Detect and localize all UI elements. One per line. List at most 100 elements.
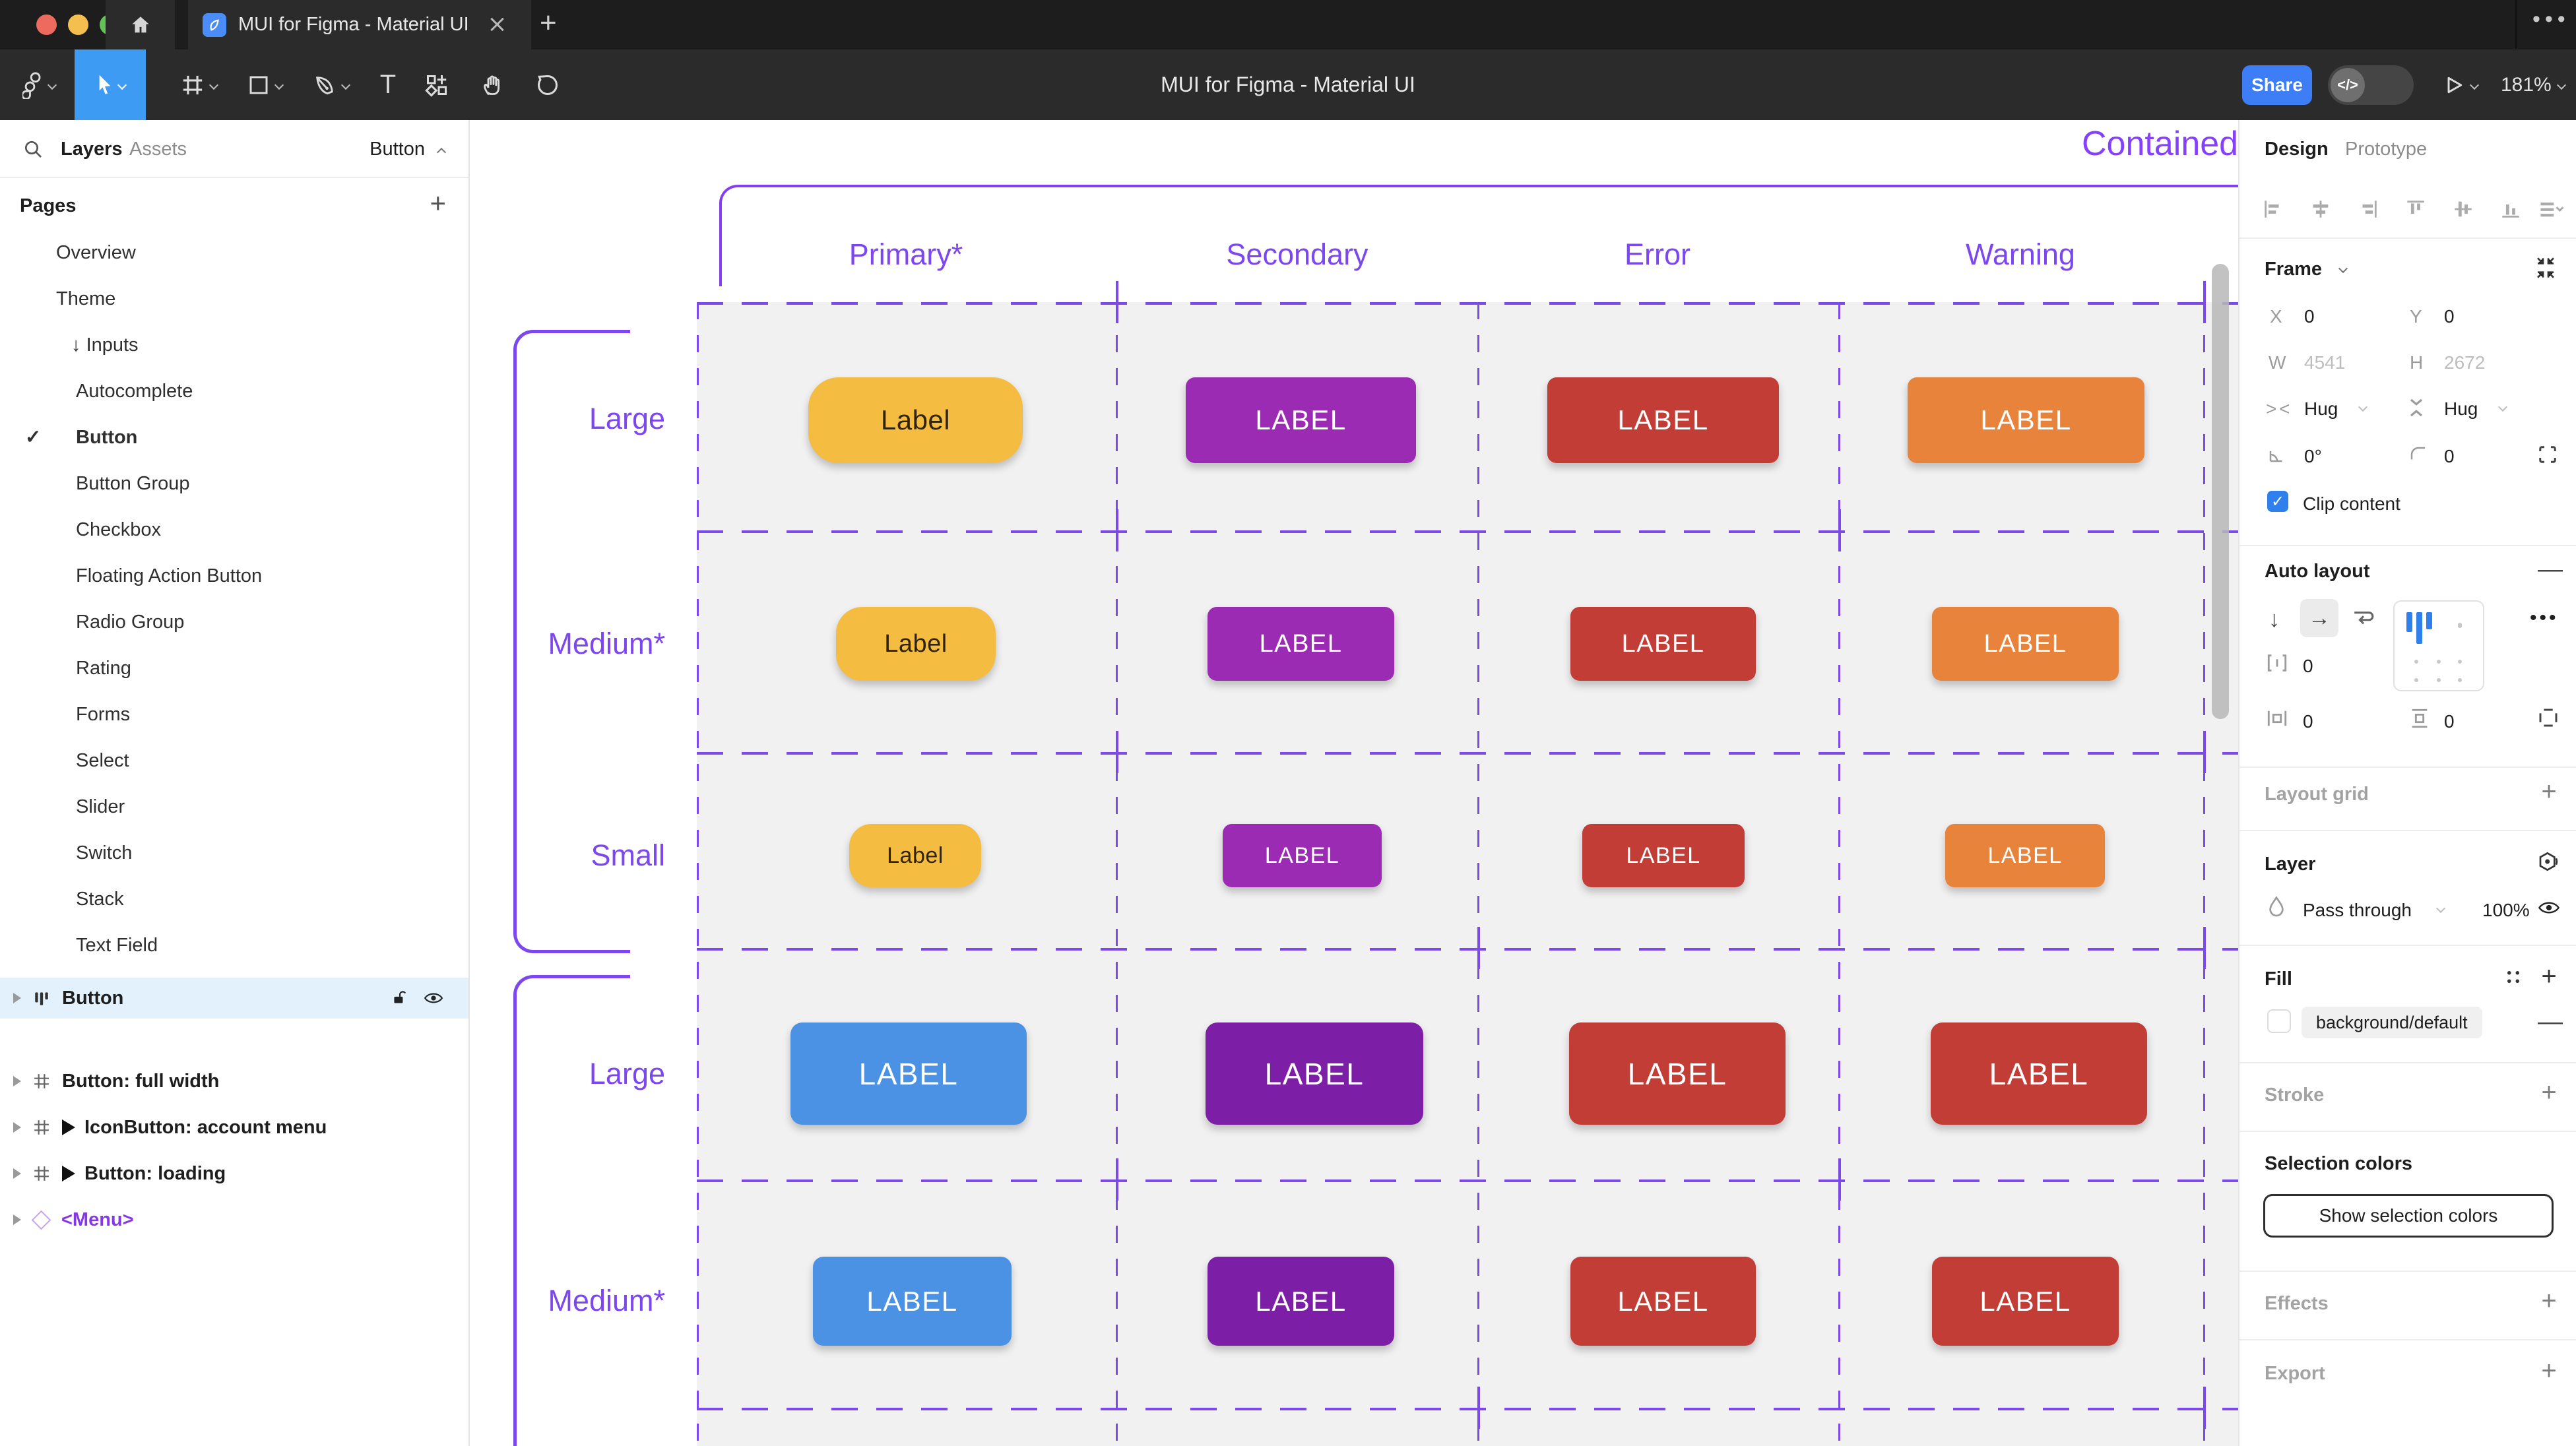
canvas-scrollbar[interactable] xyxy=(2212,264,2229,719)
shape-tool[interactable] xyxy=(232,49,298,120)
align-bottom-icon[interactable] xyxy=(2499,198,2522,220)
button-primary-large[interactable]: Label xyxy=(808,377,1023,463)
tab-design[interactable]: Design xyxy=(2265,138,2329,160)
expand-chevron-icon[interactable] xyxy=(13,1076,21,1086)
page-item-inputs[interactable]: ↓ Inputs xyxy=(71,334,139,356)
page-item-button-group[interactable]: Button Group xyxy=(76,473,190,494)
new-tab-button[interactable]: + xyxy=(540,7,557,39)
share-button[interactable]: Share xyxy=(2242,65,2312,105)
button-primary-medium[interactable]: Label xyxy=(836,607,996,681)
page-item-forms[interactable]: Forms xyxy=(76,704,131,725)
close-tab-icon[interactable] xyxy=(488,16,505,33)
button-contained-secondary-medium[interactable]: LABEL xyxy=(1208,1257,1394,1346)
x-value[interactable]: 0 xyxy=(2304,306,2315,327)
direction-down-icon[interactable]: ↓ xyxy=(2269,607,2280,632)
distribute-icon[interactable] xyxy=(2538,198,2564,220)
clip-content-checkbox[interactable]: ✓ xyxy=(2267,491,2288,512)
page-item-theme[interactable]: Theme xyxy=(56,288,116,309)
expand-chevron-icon[interactable] xyxy=(13,993,21,1003)
page-item-button-current[interactable]: ✓ Button xyxy=(0,414,468,460)
direction-right-selected[interactable]: → xyxy=(2300,599,2338,637)
frame-section-title[interactable]: Frame xyxy=(2265,259,2323,280)
button-contained-error-medium[interactable]: LABEL xyxy=(1570,1257,1756,1346)
dev-mode-toggle[interactable]: </> xyxy=(2328,65,2414,105)
unlock-icon[interactable] xyxy=(391,990,408,1007)
fill-color-swatch[interactable] xyxy=(2267,1009,2291,1033)
opacity-value[interactable]: 100% xyxy=(2482,900,2530,920)
button-error-large[interactable]: LABEL xyxy=(1547,377,1779,463)
layer-visible-eye-icon[interactable] xyxy=(2538,898,2560,917)
expand-chevron-icon[interactable] xyxy=(13,1168,21,1179)
button-secondary-medium[interactable]: LABEL xyxy=(1208,607,1394,681)
add-stroke-button[interactable]: + xyxy=(2541,1078,2557,1107)
tab-prototype[interactable]: Prototype xyxy=(2345,138,2428,160)
align-right-icon[interactable] xyxy=(2357,198,2379,220)
blend-mode-icon[interactable] xyxy=(2538,851,2559,872)
hand-tool[interactable] xyxy=(466,49,519,120)
rotation-value[interactable]: 0° xyxy=(2304,446,2322,466)
layer-row-iconbutton-account-menu[interactable]: IconButton: account menu xyxy=(0,1104,468,1150)
independent-corners-icon[interactable] xyxy=(2538,445,2558,464)
tab-assets[interactable]: Assets xyxy=(129,138,187,160)
auto-layout-more-icon[interactable]: ••• xyxy=(2530,607,2559,629)
present-button[interactable] xyxy=(2431,49,2490,120)
blend-mode-value[interactable]: Pass through xyxy=(2303,900,2412,920)
traffic-minimize-icon[interactable] xyxy=(68,15,88,35)
align-h-center-icon[interactable] xyxy=(2309,198,2332,220)
button-warning-large[interactable]: LABEL xyxy=(1908,377,2144,463)
expand-chevron-icon[interactable] xyxy=(13,1214,21,1225)
add-layout-grid-button[interactable]: + xyxy=(2541,777,2557,806)
main-menu-button[interactable] xyxy=(9,49,69,120)
page-item-overview[interactable]: Overview xyxy=(56,242,136,263)
comment-tool[interactable] xyxy=(521,49,574,120)
button-error-small[interactable]: LABEL xyxy=(1582,824,1745,887)
gap-value[interactable]: 0 xyxy=(2303,656,2313,676)
hug-horizontal-value[interactable]: Hug xyxy=(2304,398,2338,419)
wrap-icon[interactable] xyxy=(2352,607,2375,629)
v-padding-value[interactable]: 0 xyxy=(2444,711,2455,732)
text-tool[interactable]: T xyxy=(379,70,397,99)
h-padding-value[interactable]: 0 xyxy=(2303,711,2313,732)
add-page-button[interactable]: + xyxy=(430,187,446,218)
layer-row-button-selected[interactable]: Button xyxy=(0,978,468,1019)
search-icon[interactable] xyxy=(22,139,44,160)
page-item-rating[interactable]: Rating xyxy=(76,658,131,679)
fill-token-pill[interactable]: background/default xyxy=(2302,1007,2482,1038)
button-contained-warning-medium[interactable]: LABEL xyxy=(1932,1257,2119,1346)
file-tab[interactable]: MUI for Figma - Material UI xyxy=(188,0,531,49)
corner-radius-value[interactable]: 0 xyxy=(2444,446,2455,466)
layer-row-menu-component[interactable]: <Menu> xyxy=(0,1197,468,1243)
add-export-button[interactable]: + xyxy=(2541,1356,2557,1385)
remove-auto-layout-button[interactable]: — xyxy=(2538,555,2563,583)
home-tab[interactable] xyxy=(106,0,175,49)
button-warning-medium[interactable]: LABEL xyxy=(1932,607,2119,681)
button-contained-error-large[interactable]: LABEL xyxy=(1569,1022,1786,1125)
page-item-switch[interactable]: Switch xyxy=(76,842,133,864)
page-item-stack[interactable]: Stack xyxy=(76,889,124,910)
pen-tool[interactable] xyxy=(298,49,364,120)
add-fill-button[interactable]: + xyxy=(2541,962,2557,991)
layer-row-button-loading[interactable]: Button: loading xyxy=(0,1150,468,1197)
page-item-slider[interactable]: Slider xyxy=(76,796,125,817)
h-value[interactable]: 2672 xyxy=(2444,352,2486,373)
page-item-radio-group[interactable]: Radio Group xyxy=(76,612,185,633)
canvas-viewport[interactable]: Contained Primary* Secondary Error Warni… xyxy=(470,120,2238,1446)
button-primary-small[interactable]: Label xyxy=(849,824,981,887)
page-item-select[interactable]: Select xyxy=(76,750,129,771)
button-contained-warning-large[interactable]: LABEL xyxy=(1931,1022,2147,1125)
y-value[interactable]: 0 xyxy=(2444,306,2455,327)
button-contained-primary-large[interactable]: LABEL xyxy=(790,1022,1027,1125)
show-selection-colors-button[interactable]: Show selection colors xyxy=(2263,1194,2554,1238)
w-value[interactable]: 4541 xyxy=(2304,352,2346,373)
add-effect-button[interactable]: + xyxy=(2541,1286,2557,1315)
button-secondary-large[interactable]: LABEL xyxy=(1186,377,1416,463)
window-more-icon[interactable]: ••• xyxy=(2532,7,2570,32)
hug-vertical-value[interactable]: Hug xyxy=(2444,398,2478,419)
resources-tool[interactable] xyxy=(410,49,463,120)
button-secondary-small[interactable]: LABEL xyxy=(1223,824,1382,887)
button-contained-primary-medium[interactable]: LABEL xyxy=(813,1257,1012,1346)
remove-fill-button[interactable]: — xyxy=(2538,1008,2563,1036)
button-error-medium[interactable]: LABEL xyxy=(1570,607,1756,681)
alignment-grid-widget[interactable] xyxy=(2393,600,2484,691)
align-v-center-icon[interactable] xyxy=(2452,198,2474,220)
